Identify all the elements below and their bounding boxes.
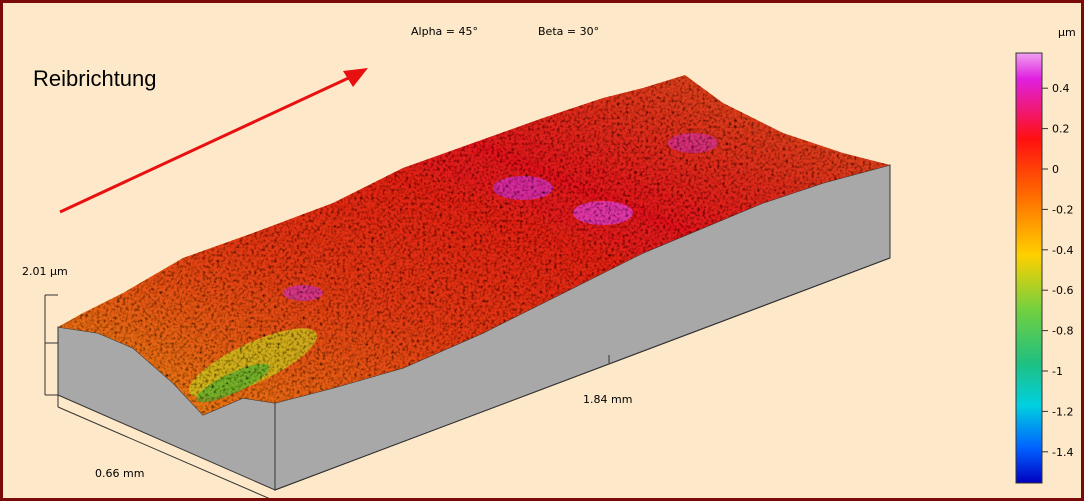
colorbar-tick-label: 0.2 [1052,123,1070,136]
colorbar-ticks: 0.4 0.2 0 -0.2 -0.4 -0.6 -0.8 -1 -1.2 -1.4 [1042,82,1073,459]
colorbar-tick-label: 0 [1052,163,1059,176]
colorbar-tick-label: 0.4 [1052,82,1070,95]
colorbar-tick-label: -0.8 [1052,325,1073,338]
colorbar-unit: µm [1058,26,1076,39]
colorbar-tick-label: -0.2 [1052,203,1073,216]
direction-label: Reibrichtung [33,66,157,91]
colorbar-tick-label: -1.2 [1052,405,1073,418]
colorbar-tick-label: -0.6 [1052,284,1073,297]
width-label: 0.66 mm [95,467,144,480]
z-axis-label: 2.01 µm [22,265,68,278]
rubbing-arrow [60,75,355,212]
surface-view: Reibrichtung Alpha = 45° Beta = 30° 2.01… [3,3,1081,498]
colorbar-tick-label: -1.4 [1052,446,1073,459]
colorbar-tick-label: -1 [1052,365,1063,378]
screenshot: Reibrichtung Alpha = 45° Beta = 30° 2.01… [0,0,1084,501]
view-angle: Beta = 30° [538,25,599,38]
colorbar-tick-label: -0.4 [1052,244,1073,257]
view-angle: Alpha = 45° [411,25,478,38]
length-label: 1.84 mm [583,393,632,406]
colorbar [1016,53,1042,483]
